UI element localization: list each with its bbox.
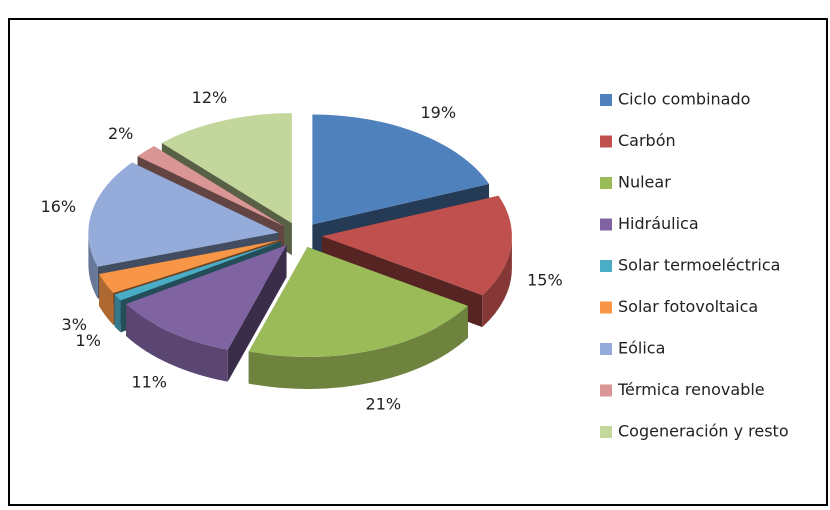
slice-top bbox=[321, 195, 512, 296]
slice-side bbox=[114, 294, 121, 333]
legend-label: Ciclo combinado bbox=[618, 90, 750, 109]
legend-label: Nulear bbox=[618, 173, 671, 192]
legend-swatch bbox=[600, 135, 612, 148]
legend-swatch bbox=[600, 260, 612, 272]
legend-label: Cogeneración y resto bbox=[618, 422, 789, 441]
slice-side bbox=[248, 305, 468, 389]
legend-label: Térmica renovable bbox=[617, 380, 765, 399]
slice-top bbox=[248, 246, 468, 357]
data-label: 2% bbox=[108, 124, 133, 143]
legend-swatch bbox=[600, 177, 612, 189]
legend-swatch bbox=[600, 426, 612, 438]
legend-label: Solar fotovoltaica bbox=[618, 297, 758, 316]
pie-slice bbox=[248, 246, 468, 389]
slice-top bbox=[88, 162, 279, 267]
slice-top bbox=[114, 241, 282, 301]
data-label: 15% bbox=[527, 270, 563, 289]
legend-swatch bbox=[600, 384, 612, 397]
legend-swatch bbox=[600, 94, 612, 106]
slice-side bbox=[482, 236, 512, 328]
legend-swatch bbox=[600, 301, 612, 314]
slice-top bbox=[99, 240, 280, 294]
legend-swatch bbox=[600, 218, 612, 231]
legend-label: Solar termoeléctrica bbox=[618, 256, 780, 275]
slice-top bbox=[312, 114, 490, 225]
data-label: 1% bbox=[76, 331, 101, 350]
slice-side bbox=[126, 304, 228, 382]
pie-slice bbox=[126, 245, 287, 382]
legend-label: Hidráulica bbox=[618, 214, 699, 233]
data-label: 16% bbox=[41, 197, 77, 216]
data-label: 12% bbox=[192, 88, 228, 107]
data-label: 21% bbox=[366, 395, 402, 414]
slice-side bbox=[88, 232, 98, 299]
legend-swatch bbox=[600, 343, 612, 355]
slice-top bbox=[126, 245, 287, 350]
legend-label: Carbón bbox=[618, 131, 676, 150]
slice-top bbox=[137, 146, 284, 227]
legend-label: Eólica bbox=[618, 339, 665, 358]
data-label: 3% bbox=[62, 315, 87, 334]
data-label: 19% bbox=[420, 103, 456, 122]
data-label: 11% bbox=[131, 372, 167, 391]
slice-side bbox=[99, 274, 114, 326]
slice-top bbox=[161, 113, 292, 224]
